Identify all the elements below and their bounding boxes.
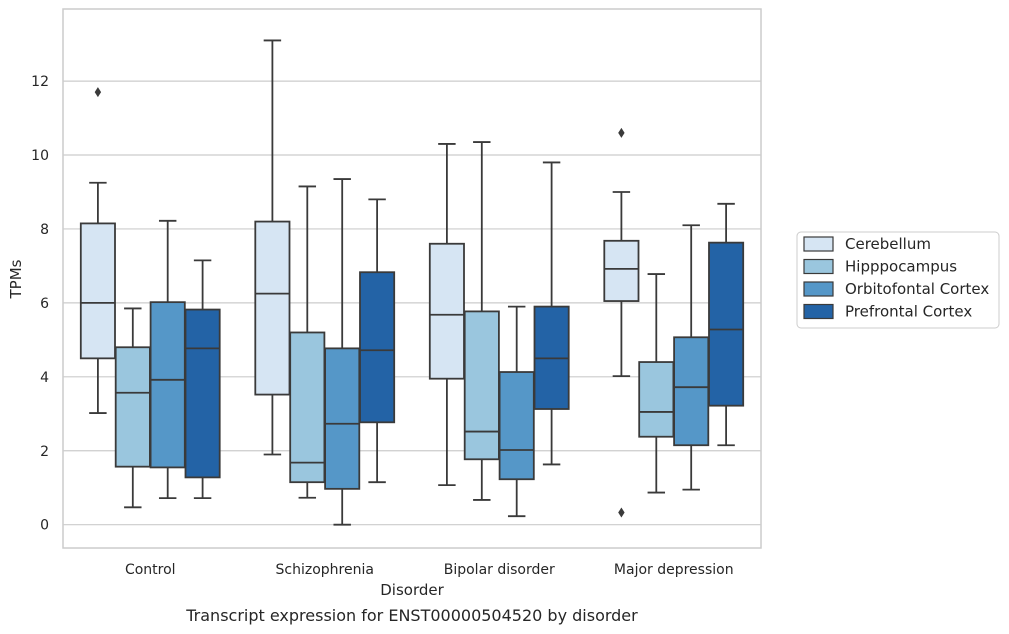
outlier-point: [618, 507, 625, 518]
box: [463, 310, 500, 461]
box-group: [254, 39, 291, 456]
y-tick-label: 6: [40, 296, 49, 312]
box-group: [463, 141, 500, 501]
box-group: [79, 87, 116, 414]
box: [498, 371, 535, 481]
box: [184, 308, 221, 479]
box: [428, 242, 465, 380]
legend-swatch: [803, 258, 834, 275]
y-tick-label: 8: [40, 222, 49, 238]
figure-caption: Transcript expression for ENST0000050452…: [186, 606, 638, 625]
box-group: [533, 161, 570, 466]
y-tick-label: 12: [31, 74, 49, 90]
legend: Cerebellum Hipppocampus Orbitofontal Corte…: [796, 231, 1000, 329]
box: [79, 222, 116, 360]
box: [114, 346, 151, 468]
legend-swatch: [803, 281, 834, 297]
legend-swatch: [803, 303, 834, 320]
box: [289, 331, 326, 484]
x-tick-label: Control: [125, 562, 176, 578]
box: [673, 336, 710, 447]
y-tick-label: 2: [40, 444, 49, 460]
y-tick-label: 4: [40, 370, 49, 386]
x-axis-label: Disorder: [380, 581, 444, 599]
box-group: [498, 305, 535, 518]
box-group: [359, 198, 396, 484]
plot-frame: [62, 8, 762, 549]
boxes: [79, 39, 745, 526]
box-group: [289, 185, 326, 499]
box-group: [149, 219, 186, 499]
legend-frame: [796, 231, 1000, 329]
box-group: [603, 127, 640, 518]
legend-items: Cerebellum Hipppocampus Orbitofontal Corte…: [803, 235, 989, 321]
box-group: [638, 273, 675, 494]
y-axis-ticks: 0 2 4 6 8 10 12: [31, 74, 49, 534]
outlier-point: [94, 87, 102, 98]
box: [324, 347, 361, 490]
box-group: [324, 178, 361, 526]
box: [149, 301, 186, 469]
y-tick-label: 10: [31, 148, 49, 164]
box: [708, 241, 745, 407]
y-axis-label: TPMs: [7, 259, 25, 299]
box: [359, 271, 396, 424]
outlier-point: [618, 127, 625, 138]
x-tick-label: Bipolar disorder: [444, 562, 555, 578]
legend-label: Orbitofontal Cortex: [845, 280, 989, 298]
box: [638, 361, 675, 438]
box: [603, 239, 640, 302]
legend-label: Hipppocampus: [845, 258, 957, 276]
box-group: [114, 307, 151, 509]
box-group: [673, 224, 710, 491]
y-tick-label: 0: [40, 518, 49, 534]
legend-label: Cerebellum: [845, 235, 931, 253]
legend-label: Prefrontal Cortex: [845, 303, 972, 321]
x-axis-ticks: Control Schizophrenia Bipolar disorder Majo…: [125, 562, 734, 578]
box-group: [428, 143, 465, 487]
box-group: [708, 202, 745, 447]
x-tick-label: Schizophrenia: [276, 562, 374, 578]
box: [254, 220, 291, 396]
legend-swatch: [803, 236, 834, 252]
x-tick-label: Major depression: [614, 562, 734, 578]
box-group: [184, 259, 221, 499]
